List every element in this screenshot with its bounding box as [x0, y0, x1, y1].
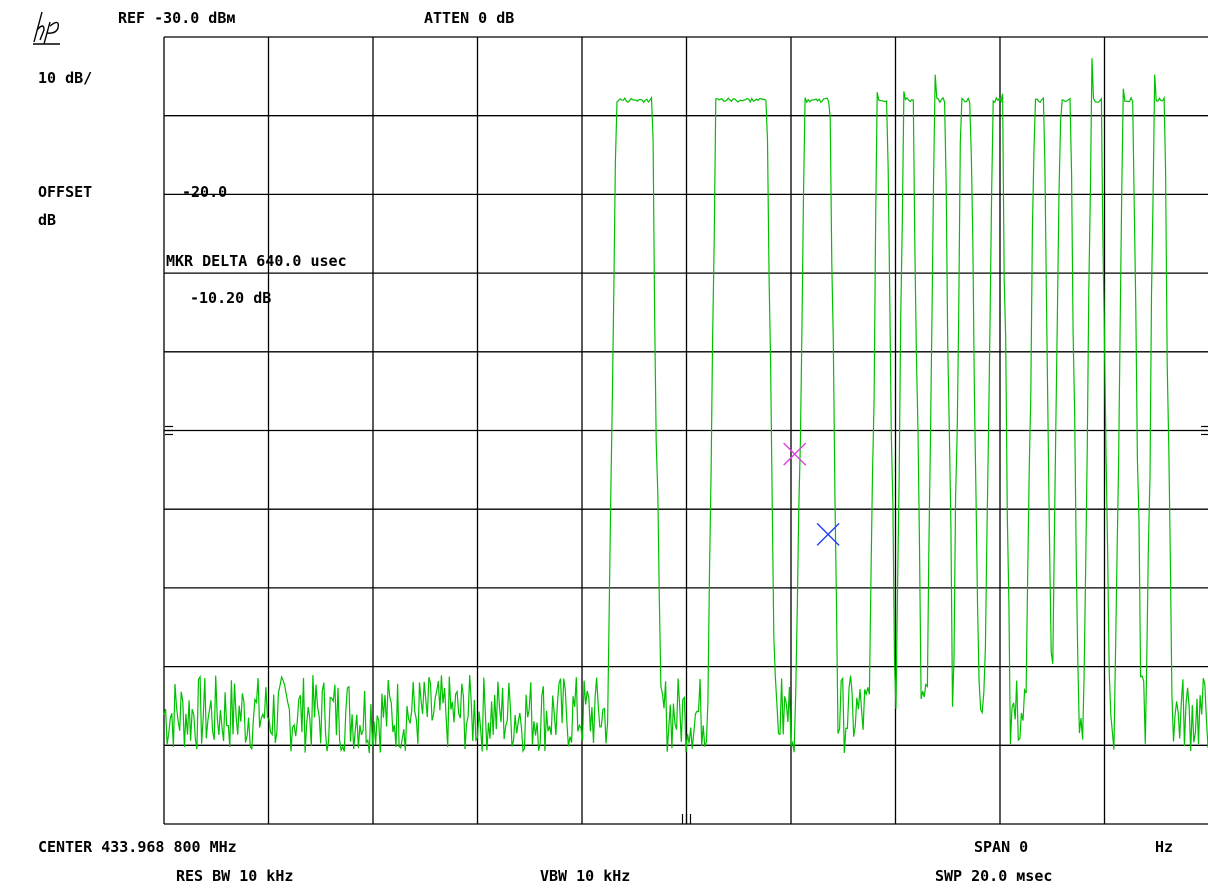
resolution-bandwidth-readout: RES BW 10 kHz — [176, 867, 293, 885]
center-frequency-readout: CENTER 433.968 800 MHz — [38, 838, 237, 856]
marker-group — [784, 443, 839, 545]
scale-readout: 10 dB/ — [38, 69, 92, 87]
graticule — [164, 37, 1208, 824]
hp-logo — [33, 12, 60, 44]
sweep-time-readout: SWP 20.0 мsec — [935, 867, 1052, 885]
span-readout: SPAN 0 — [974, 838, 1028, 856]
offset-unit-label: dB — [38, 211, 56, 229]
video-bandwidth-readout: VBW 10 kHz — [540, 867, 630, 885]
reference-level-readout: REF -30.0 dBм — [118, 9, 235, 27]
offset-value: -20.0 — [182, 183, 227, 201]
attenuation-readout: ATTEN 0 dB — [424, 9, 514, 27]
reference-marker — [784, 443, 806, 465]
span-unit: Hz — [1155, 838, 1173, 856]
offset-label: OFFSET — [38, 183, 92, 201]
marker-delta-amplitude: -10.20 dB — [190, 289, 271, 307]
marker-delta-readout: MKR DELTA 640.0 usec — [166, 252, 347, 270]
